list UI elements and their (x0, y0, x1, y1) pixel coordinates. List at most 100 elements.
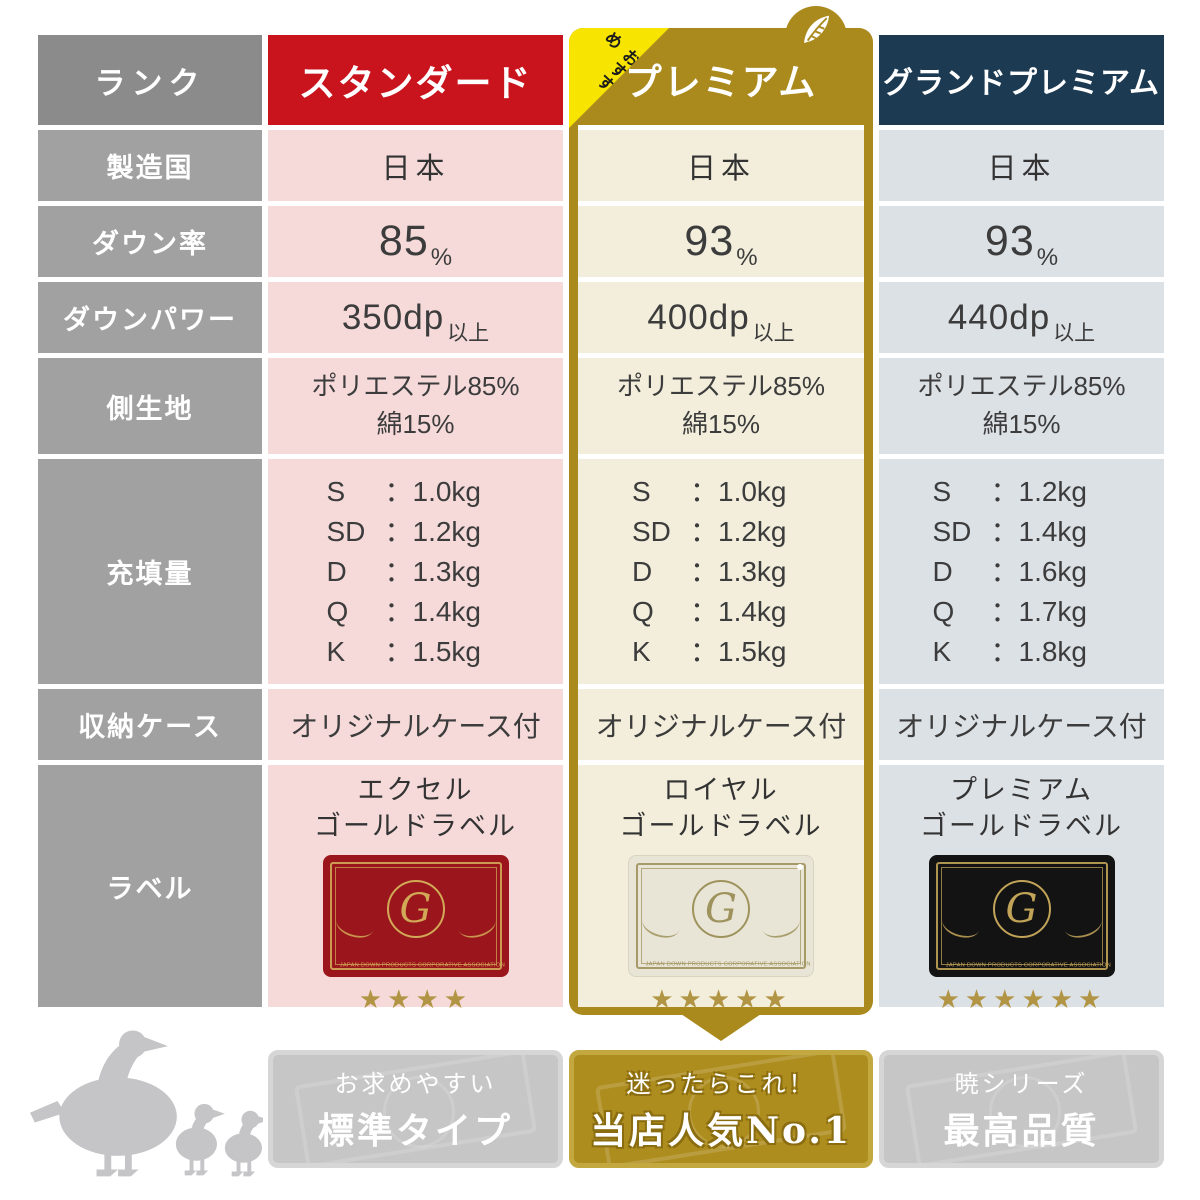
row-label-down-ratio: ダウン率 (38, 206, 262, 277)
fill-value: ：1.5kg (690, 635, 787, 667)
premium-gold-frame: おすすめ プレミアム 日本 93% 400dp 以上 ポリエステル85% 綿15% (569, 6, 873, 1015)
column-header-premium: プレミアム (624, 59, 818, 104)
cell-premium-fill: S ：1.0kg SD ：1.2kg D ：1.3kg Q ：1.4kg K ：1.5kg (578, 459, 864, 684)
footer-standard-line2: 標準タイプ (317, 1110, 513, 1152)
down-ratio-unit: % (430, 244, 453, 271)
down-power-suffix: 以上 (447, 322, 490, 345)
comparison-table: ランク 製造国 ダウン率 ダウンパワー 側生地 充填量 収納ケース ラベル スタ… (38, 6, 1164, 1015)
label-name: ロイヤル ゴールドラベル (620, 773, 823, 846)
label-name-line1: エクセル (357, 775, 474, 806)
column-premium: おすすめ プレミアム 日本 93% 400dp 以上 ポリエステル85% 綿15% (569, 6, 873, 1015)
cell-grand-case: オリジナルケース付 (879, 689, 1164, 760)
fabric-line1: ポリエステル85% (616, 371, 826, 402)
fill-size: S (326, 475, 346, 507)
label-name-line2: ゴールドラベル (619, 811, 823, 843)
fill-size: SD (632, 515, 671, 547)
cell-premium-down-ratio: 93% (578, 206, 864, 277)
label-ornate-frame (935, 861, 1108, 970)
rank-header: ランク (38, 35, 262, 125)
label-monogram-g: G (705, 885, 737, 932)
fill-row: D ：1.3kg (632, 552, 810, 592)
cell-standard-country: 日本 (268, 130, 563, 201)
cell-premium-label: ロイヤル ゴールドラベル G JAPAN DOWN PRODUCTS CORPO… (578, 765, 864, 1014)
footer-summary-row: お求めやすい 標準タイプ 迷ったらこれ！ 当店人気No.1 暁シリーズ 最高品質 (38, 1050, 1164, 1168)
footer-box-grand-premium: 暁シリーズ 最高品質 (879, 1050, 1164, 1168)
fill-row: S ：1.2kg (933, 472, 1111, 512)
premium-cells: 日本 93% 400dp 以上 ポリエステル85% 綿15% S ：1.0kg SD ：… (578, 125, 864, 1014)
fill-value: ：1.4kg (384, 595, 482, 627)
down-power-value: 350dp (341, 297, 445, 337)
footer-box-standard: お求めやすい 標準タイプ (268, 1050, 563, 1168)
feather-icon (804, 15, 830, 44)
excel-gold-label-image: G JAPAN DOWN PRODUCTS CORPORATIVE ASSOCI… (322, 854, 509, 977)
fill-row: D ：1.3kg (327, 552, 505, 592)
label-association-text: JAPAN DOWN PRODUCTS CORPORATIVE ASSOCIAT… (945, 962, 1111, 969)
row-label-down-power: ダウンパワー (38, 282, 262, 353)
fill-size: Q (932, 595, 955, 627)
fill-value: ：1.3kg (384, 555, 482, 587)
fill-value: ：1.7kg (990, 595, 1088, 627)
fabric-line2: 綿15% (982, 409, 1061, 439)
fill-row: K ：1.8kg (933, 632, 1111, 672)
row-label-column: ランク 製造国 ダウン率 ダウンパワー 側生地 充填量 収納ケース ラベル (38, 28, 262, 1015)
cell-grand-country: 日本 (879, 130, 1164, 201)
premium-pointer-arrow (681, 1014, 761, 1041)
label-ornate-frame (329, 861, 502, 970)
duck-family-illustration (28, 1022, 269, 1185)
down-ratio-value: 85 (378, 217, 429, 265)
cell-premium-case: オリジナルケース付 (578, 689, 864, 760)
fill-row: S ：1.0kg (327, 472, 505, 512)
fill-row: K ：1.5kg (327, 632, 505, 672)
fill-value: ：1.2kg (990, 475, 1088, 507)
fill-value: ：1.4kg (690, 595, 787, 627)
fill-value: ：1.2kg (384, 515, 482, 547)
fabric-line2: 綿15% (376, 409, 455, 439)
fill-row: SD ：1.2kg (327, 512, 505, 552)
fill-value: ：1.4kg (990, 515, 1088, 547)
down-power-value: 400dp (647, 297, 750, 337)
fill-row: Q ：1.4kg (632, 592, 810, 632)
fill-row: S ：1.0kg (632, 472, 810, 512)
cell-standard-down-power: 350dp 以上 (268, 282, 563, 353)
cell-premium-country: 日本 (578, 130, 864, 201)
label-name-line1: ロイヤル (663, 775, 779, 806)
cell-grand-down-ratio: 93% (879, 206, 1164, 277)
star-rating: ★★★★★ (650, 983, 792, 1014)
cell-grand-label: プレミアム ゴールドラベル G JAPAN DOWN PRODUCTS CORP… (879, 765, 1164, 1014)
label-ornate-frame (636, 862, 806, 969)
premium-gold-label-image: G JAPAN DOWN PRODUCTS CORPORATIVE ASSOCI… (928, 854, 1115, 977)
fabric-line2: 綿15% (681, 409, 761, 439)
fill-size: Q (632, 595, 654, 627)
row-label-country: 製造国 (38, 130, 262, 201)
cell-standard-down-ratio: 85% (268, 206, 563, 277)
label-association-text: JAPAN DOWN PRODUCTS CORPORATIVE ASSOCIAT… (645, 961, 811, 968)
fabric-line1: ポリエステル85% (917, 371, 1126, 402)
fill-value: ：1.0kg (690, 475, 787, 507)
fill-size: S (932, 475, 952, 507)
label-monogram-g: G (1005, 885, 1038, 932)
footer-grand-line1: 暁シリーズ (954, 1070, 1089, 1098)
label-monogram-ring: G (992, 879, 1051, 938)
fill-value: ：1.0kg (384, 475, 482, 507)
down-ratio-value: 93 (984, 217, 1035, 265)
down-power-suffix: 以上 (1053, 322, 1096, 345)
column-grand-premium: グランドプレミアム 日本 93% 440dp 以上 ポリエステル85% 綿15% S… (879, 28, 1164, 1015)
fill-row: SD ：1.2kg (632, 512, 810, 552)
footer-premium-line2: 当店人気No.1 (590, 1110, 852, 1152)
fill-size: Q (326, 595, 349, 627)
fill-value: ：1.3kg (690, 555, 787, 587)
star-rating: ★★★★★★ (936, 983, 1107, 1014)
fill-row: SD ：1.4kg (933, 512, 1111, 552)
fill-size: D (326, 555, 347, 587)
label-monogram-ring: G (386, 879, 445, 938)
cell-standard-case: オリジナルケース付 (268, 689, 563, 760)
row-label-label: ラベル (38, 765, 262, 1007)
fill-size: SD (326, 515, 366, 547)
cell-premium-fabric: ポリエステル85% 綿15% (578, 358, 864, 454)
label-name-line2: ゴールドラベル (920, 811, 1123, 843)
label-name: エクセル ゴールドラベル (314, 773, 517, 846)
label-monogram-ring: G (692, 879, 750, 938)
fill-size: SD (932, 515, 972, 547)
fill-size: D (632, 555, 653, 587)
fill-row: K ：1.5kg (632, 632, 810, 672)
